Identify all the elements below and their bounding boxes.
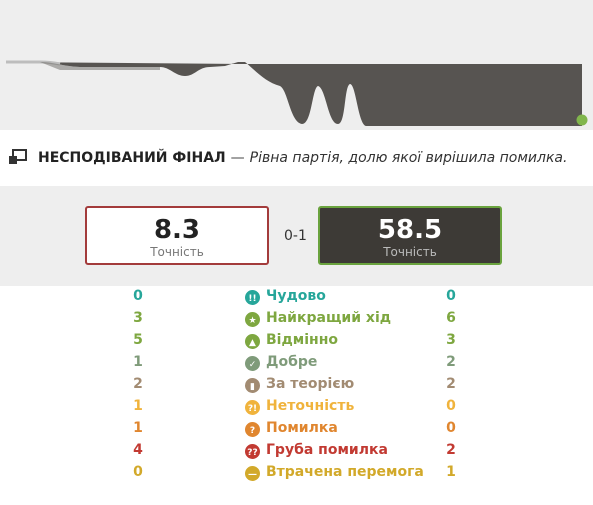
black-accuracy-value: 58.5 [377,215,443,245]
white-count: 3 [133,310,143,326]
white-count: 1 [133,420,143,436]
black-accuracy-card: 58.5 Точність [318,206,502,265]
inaccuracy-icon: ?! [245,400,260,415]
classification-name: Неточність [266,398,355,414]
white-accuracy-card: 8.3 Точність [85,206,269,265]
classification-name: Груба помилка [266,442,388,458]
missed-win-icon: — [245,466,260,481]
black-count: 3 [446,332,456,348]
black-count: 2 [446,376,456,392]
evaluation-area [6,62,582,126]
white-count: 4 [133,442,143,458]
classification-row[interactable]: 3 ★ Найкращий хід 6 [0,310,593,332]
mistake-icon: ? [245,422,260,437]
black-count: 0 [446,420,456,436]
svg-text:★: ★ [248,316,256,326]
blunder-icon: ?? [245,444,260,459]
svg-text:!!: !! [248,294,256,304]
evaluation-end-dot [576,114,588,126]
classification-row[interactable]: 1?! Неточність 0 [0,398,593,420]
classification-name: Добре [266,354,318,370]
evaluation-graph[interactable] [0,0,593,130]
classification-name: За теорією [266,376,355,392]
white-count: 1 [133,398,143,414]
classification-row[interactable]: 4?? Груба помилка 2 [0,442,593,464]
svg-text:??: ?? [247,448,257,458]
good-icon: ✓ [245,356,260,371]
svg-text:?: ? [250,426,255,436]
svg-text:▮: ▮ [250,382,255,392]
black-count: 2 [446,354,456,370]
classification-row[interactable]: 0 — Втрачена перемога 1 [0,464,593,486]
book-icon: ▮ [245,378,260,393]
headline-description: Рівна партія, долю якої вирішила помилка… [249,150,568,166]
headline-dash: — [230,150,245,166]
black-count: 1 [446,464,456,480]
classification-row[interactable]: 1? Помилка 0 [0,420,593,442]
white-count: 1 [133,354,143,370]
classification-name: Втрачена перемога [266,464,424,480]
svg-text:▲: ▲ [249,338,256,348]
evaluation-graph-svg [6,60,588,126]
classification-row[interactable]: 1 ✓ Добре 2 [0,354,593,376]
classification-name: Помилка [266,420,338,436]
white-count: 2 [133,376,143,392]
white-count: 0 [133,464,143,480]
black-count: 6 [446,310,456,326]
white-count: 0 [133,288,143,304]
best-move-icon: ★ [245,312,260,327]
black-accuracy-label: Точність [383,245,437,259]
black-count: 0 [446,288,456,304]
svg-text:?!: ?! [248,404,257,414]
dramatic-finish-icon [8,149,28,167]
svg-text:—: — [248,470,257,480]
brilliant-icon: !! [245,290,260,305]
game-headline: НЕСПОДІВАНИЙ ФІНАЛ — Рівна партія, долю … [8,147,593,169]
classification-name: Чудово [266,288,326,304]
classification-name: Найкращий хід [266,310,392,326]
white-accuracy-label: Точність [150,245,204,259]
evaluation-start-fill [40,62,160,70]
classification-row[interactable]: 5 ▲ Відмінно 3 [0,332,593,354]
black-count: 2 [446,442,456,458]
headline-title: НЕСПОДІВАНИЙ ФІНАЛ [38,150,226,166]
classification-name: Відмінно [266,332,338,348]
classification-row[interactable]: 2 ▮ За теорією 2 [0,376,593,398]
white-count: 5 [133,332,143,348]
accuracy-section: 8.3 Точність 0-1 58.5 Точність [0,186,593,286]
classification-row[interactable]: 0!! Чудово 0 [0,288,593,310]
black-count: 0 [446,398,456,414]
game-score: 0-1 [284,228,307,244]
excellent-icon: ▲ [245,334,260,349]
white-accuracy-value: 8.3 [153,215,201,245]
svg-text:✓: ✓ [249,360,257,370]
